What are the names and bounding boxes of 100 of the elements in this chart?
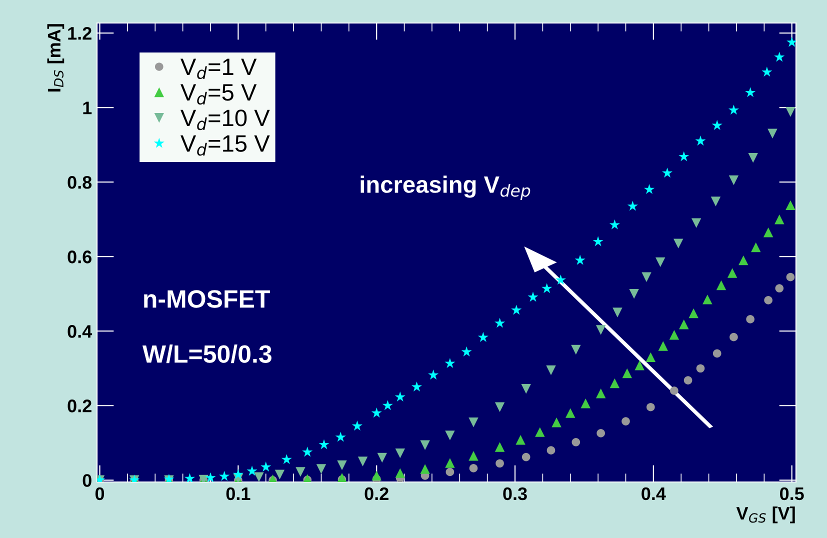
x-tick-label: 0.1 [226,487,250,500]
point [469,464,478,472]
y-tick-label: 1 [83,102,92,114]
point [684,376,692,384]
annotation: increasing V$_{dep}$ [360,176,530,200]
y-axis-title: I$_{DS}$ [mA] [47,24,64,92]
point [445,430,455,440]
point [494,402,505,412]
point [610,378,620,388]
y-tick-label: 0.4 [68,325,92,338]
point [679,320,689,330]
point [786,36,796,47]
point [478,332,488,342]
point [673,238,684,248]
y-tick-label: 0.6 [68,250,92,264]
point [382,400,393,410]
point [642,272,652,282]
point [774,214,784,224]
x-tick-label: 0.5 [780,487,804,500]
y-tick-label: 1.2 [68,26,92,40]
x-axis-title: V$_{GS}$ [V] [736,506,795,524]
point [461,346,472,356]
x-tick-label: 0 [95,487,104,500]
point [712,349,722,358]
annotation: n-MOSFET [144,290,270,308]
point [702,294,712,304]
point [246,466,258,476]
point [371,408,382,418]
point [296,467,306,477]
point [444,358,456,368]
point [762,66,772,77]
point [691,218,702,228]
point [774,52,785,62]
point [494,442,505,452]
point [627,200,638,211]
annotation: W/L=50/0.3 [142,344,272,364]
point [728,104,739,115]
point [786,200,796,210]
point [542,283,552,294]
point [566,408,576,418]
point [394,392,406,402]
point [521,384,531,394]
point [751,242,761,252]
point [274,470,285,480]
point [528,292,538,302]
point [571,344,581,355]
point [696,364,705,373]
point [552,418,562,428]
point [609,219,620,230]
point [281,454,292,464]
y-tick-label: 0.8 [68,176,92,189]
point [786,272,795,282]
point [655,257,666,268]
point [646,402,655,412]
point [352,420,363,431]
point [622,417,630,426]
point [695,136,706,146]
point [546,446,556,454]
point [596,429,605,438]
point [669,330,680,340]
point [644,184,655,194]
point [260,462,272,472]
legend-label: V$_{d}$=15 V [180,135,270,156]
point [712,120,722,130]
point [446,468,454,476]
y-tick-label: 0.2 [68,400,92,412]
point [658,341,668,351]
point [634,360,644,370]
point [445,458,455,468]
point [546,365,556,376]
point [335,432,346,442]
point [496,459,504,468]
point [555,274,566,285]
point [219,470,230,481]
point [411,381,422,392]
point [468,451,478,461]
point [592,236,604,246]
point [596,325,606,335]
point [746,315,754,324]
point [468,418,478,428]
point [511,304,522,315]
legend-label: V$_{d}$=10 V [180,110,270,130]
point [395,448,405,458]
point [738,255,748,266]
x-tick-label: 0.4 [642,487,666,500]
point [716,280,726,290]
point [670,386,678,395]
legend-label: V$_{d}$=5 V [180,84,257,105]
point [745,87,756,98]
legend-label: V$_{d}$=1 V [180,58,257,80]
point [710,196,721,206]
point [572,438,580,446]
point [596,388,606,398]
point [662,168,673,178]
point [494,318,506,328]
point [420,464,430,474]
point [730,332,738,342]
point [372,470,382,481]
point [395,468,405,478]
point [727,268,738,278]
